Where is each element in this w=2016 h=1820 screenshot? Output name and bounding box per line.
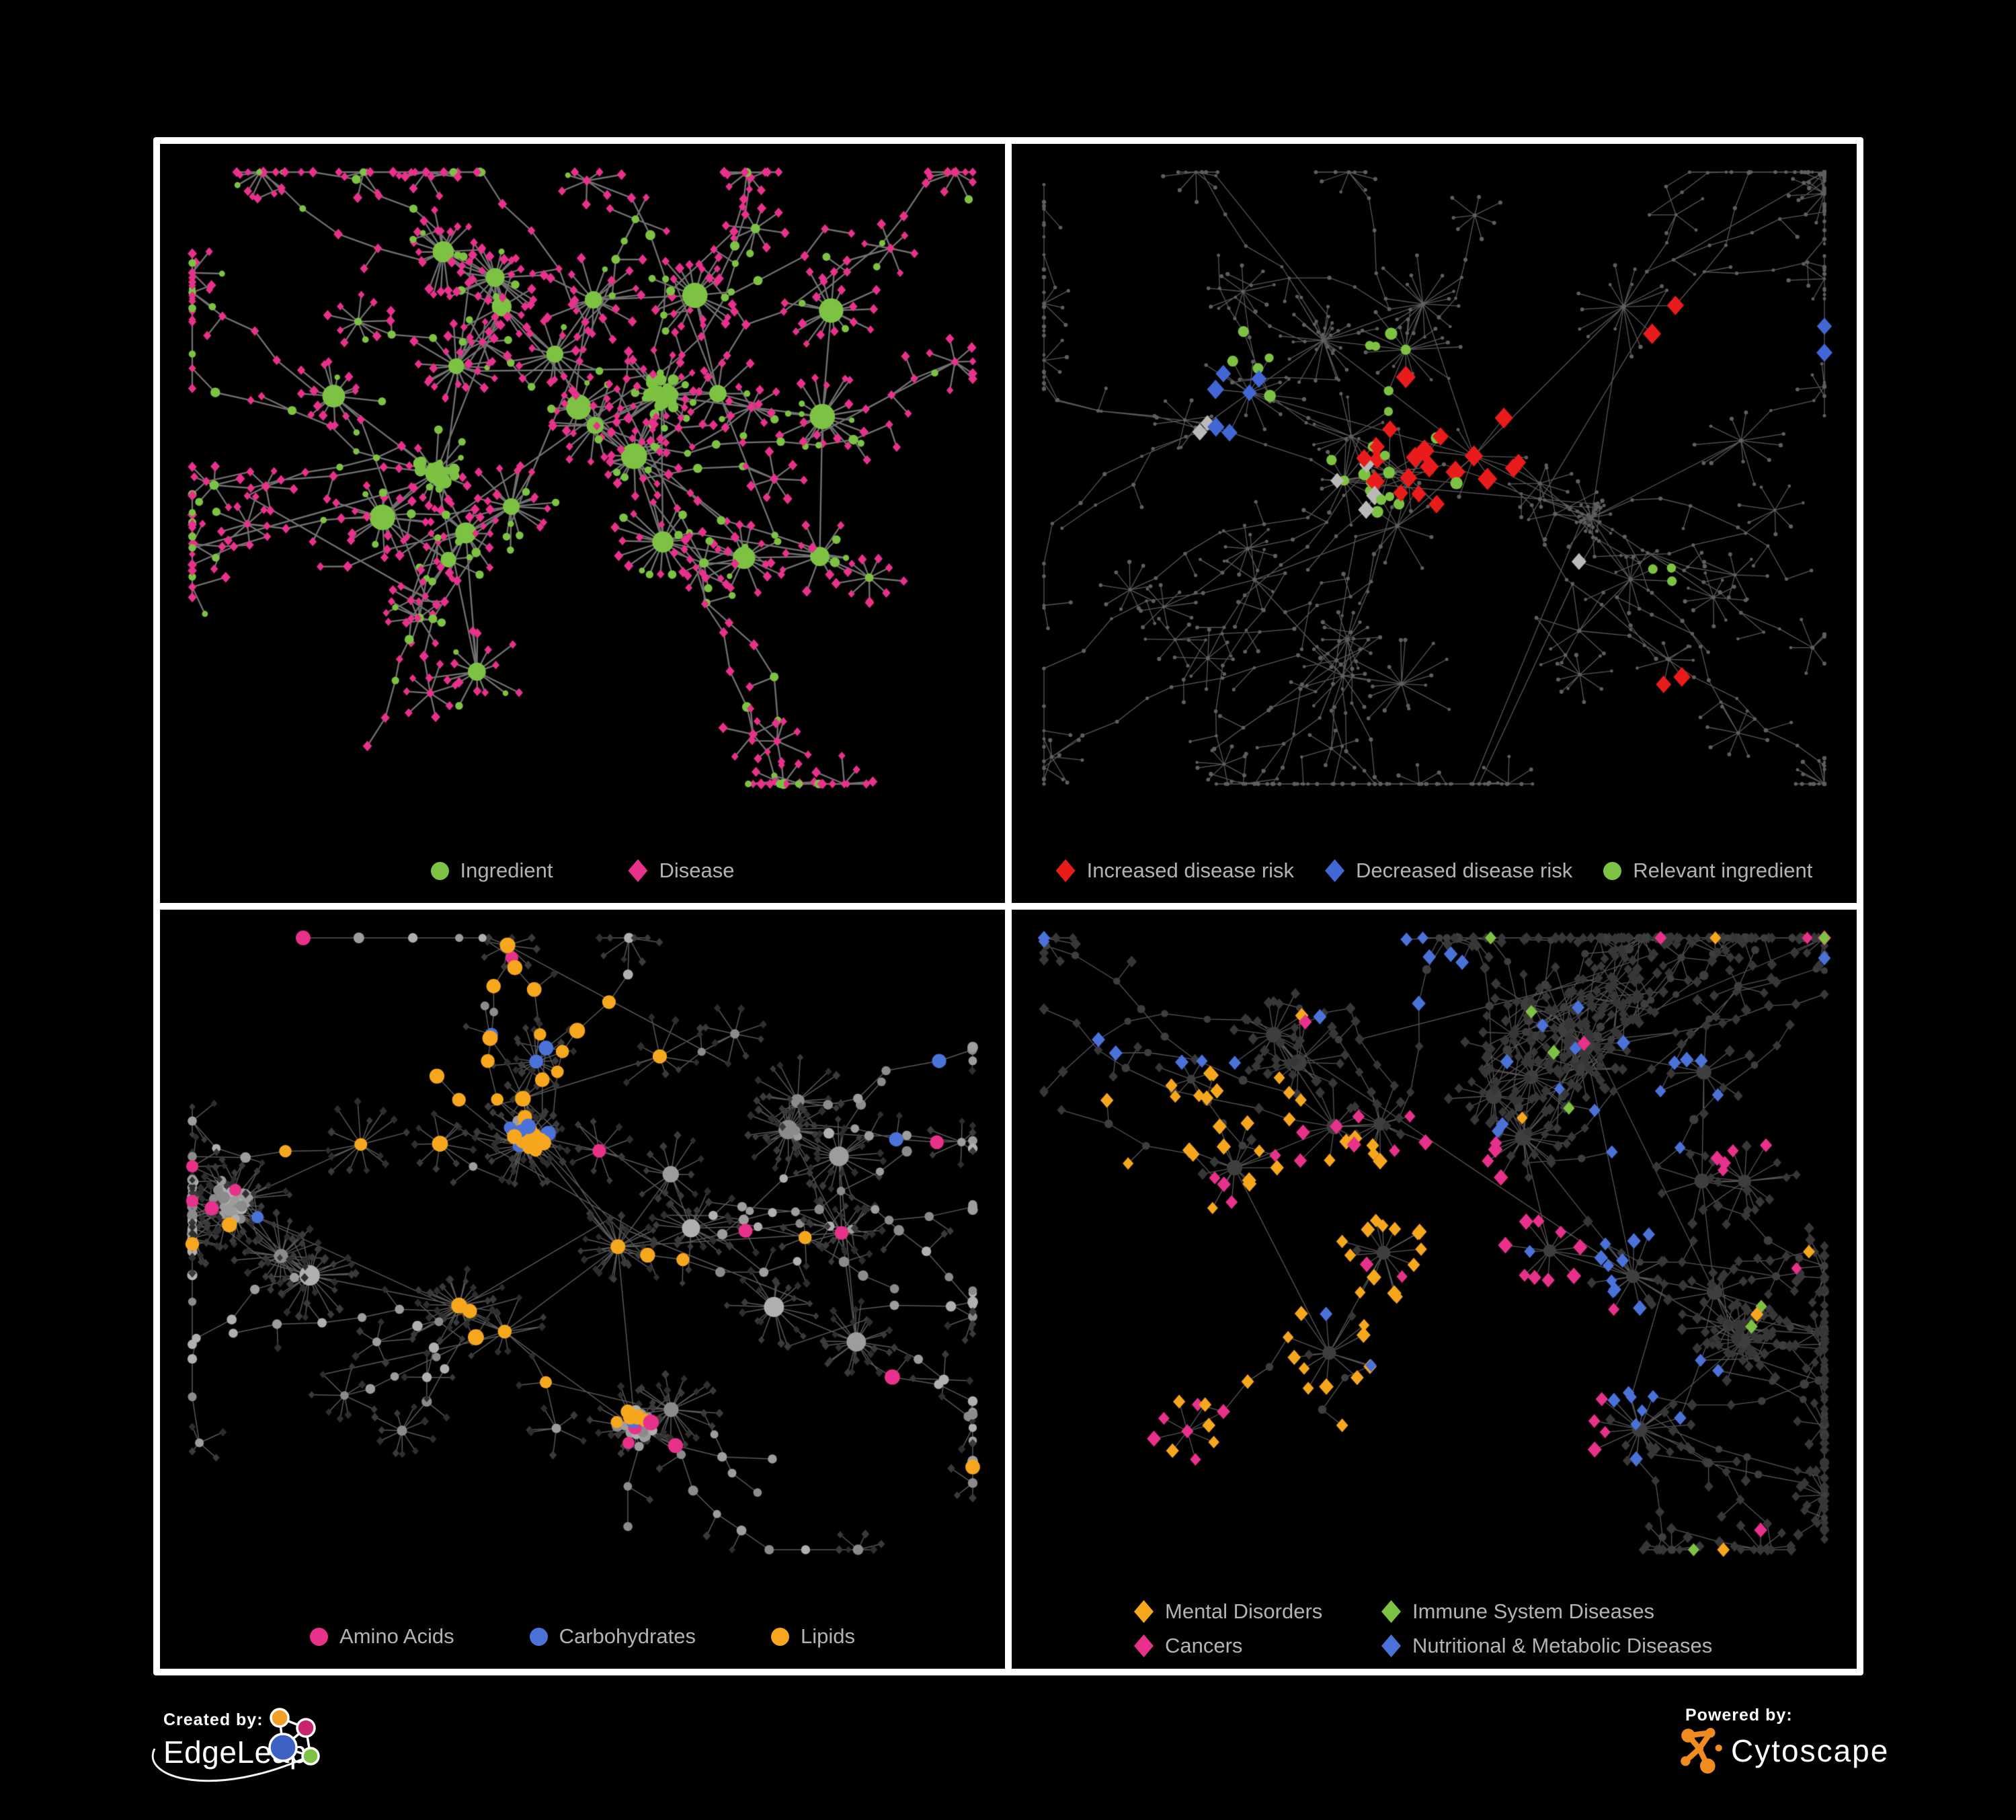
legend-item-disease: Disease [628, 859, 734, 883]
legend-item-decreased-risk: Decreased disease risk [1325, 859, 1572, 883]
edgeleap-node-orange [270, 1708, 290, 1728]
legend-item-carbohydrates: Carbohydrates [529, 1624, 696, 1649]
ingredient-swatch [430, 861, 449, 880]
mental-disorders-swatch [1134, 1600, 1154, 1623]
amino-acids-label: Amino Acids [339, 1624, 454, 1648]
legend-ingredient-disease: Ingredient Disease [160, 859, 1005, 883]
decreased-risk-swatch [1325, 859, 1345, 882]
legend-disease-risk: Increased disease risk Decreased disease… [1012, 859, 1857, 883]
legend-item-mental-disorders: Mental Disorders [1134, 1599, 1381, 1624]
panel-disease-risk: Increased disease risk Decreased disease… [1012, 144, 1857, 903]
cancers-swatch [1134, 1634, 1154, 1657]
disease-label: Disease [659, 859, 735, 882]
legend-item-nutritional-metabolic: Nutritional & Metabolic Diseases [1381, 1634, 1712, 1658]
nutritional-metabolic-label: Nutritional & Metabolic Diseases [1412, 1634, 1713, 1657]
legend-item-immune-diseases: Immune System Diseases [1381, 1599, 1712, 1624]
nutrient-class-network-canvas [160, 910, 1005, 1669]
cytoscape-logo-icon [1681, 1728, 1722, 1774]
legend-item-ingredient: Ingredient [430, 859, 553, 883]
disease-swatch [628, 859, 648, 882]
immune-diseases-label: Immune System Diseases [1412, 1599, 1655, 1623]
legend-item-amino-acids: Amino Acids [310, 1624, 454, 1649]
edgeleap-node-green [301, 1747, 320, 1766]
legend-disease-categories: Mental Disorders Immune System Diseases … [1134, 1599, 1712, 1658]
carbohydrates-label: Carbohydrates [559, 1624, 696, 1648]
increased-risk-swatch [1055, 859, 1076, 882]
carbohydrates-swatch [529, 1627, 548, 1646]
ingredient-disease-network-canvas [160, 144, 1005, 903]
amino-acids-swatch [310, 1627, 329, 1646]
lipids-swatch [770, 1627, 789, 1646]
legend-item-relevant-ingredient: Relevant ingredient [1603, 859, 1812, 883]
mental-disorders-label: Mental Disorders [1165, 1599, 1323, 1623]
panel-disease-categories: Mental Disorders Immune System Diseases … [1012, 910, 1857, 1669]
panel-grid: Ingredient Disease Increased disease ris… [153, 137, 1863, 1675]
increased-risk-label: Increased disease risk [1086, 859, 1295, 882]
legend-nutrient-classes: Amino Acids Carbohydrates Lipids [160, 1624, 1005, 1649]
cytoscape-wordmark: Cytoscape [1731, 1733, 1890, 1768]
immune-diseases-swatch [1381, 1600, 1401, 1623]
edgeleap-node-pink [296, 1718, 316, 1738]
disease-category-network-canvas [1012, 910, 1857, 1669]
powered-by-block: Powered by: Cytosc [1681, 1706, 1890, 1775]
lipids-label: Lipids [800, 1624, 855, 1648]
decreased-risk-label: Decreased disease risk [1356, 859, 1573, 882]
cancers-label: Cancers [1165, 1634, 1243, 1657]
legend-item-increased-risk: Increased disease risk [1055, 859, 1295, 883]
relevant-ingredient-swatch [1603, 861, 1622, 880]
nutritional-metabolic-swatch [1381, 1634, 1401, 1657]
created-by-label: Created by: [163, 1710, 264, 1729]
legend-item-cancers: Cancers [1134, 1634, 1381, 1658]
panel-nutrient-classes: Amino Acids Carbohydrates Lipids [160, 910, 1005, 1669]
relevant-ingredient-label: Relevant ingredient [1633, 859, 1813, 882]
ingredient-label: Ingredient [460, 859, 553, 882]
powered-by-label: Powered by: [1685, 1706, 1793, 1725]
legend-item-lipids: Lipids [770, 1624, 855, 1649]
panel-ingredient-disease: Ingredient Disease [160, 144, 1005, 903]
edgeleap-logo [151, 1708, 320, 1782]
edgeleap-node-blue [268, 1733, 298, 1762]
disease-risk-network-canvas [1012, 144, 1857, 903]
